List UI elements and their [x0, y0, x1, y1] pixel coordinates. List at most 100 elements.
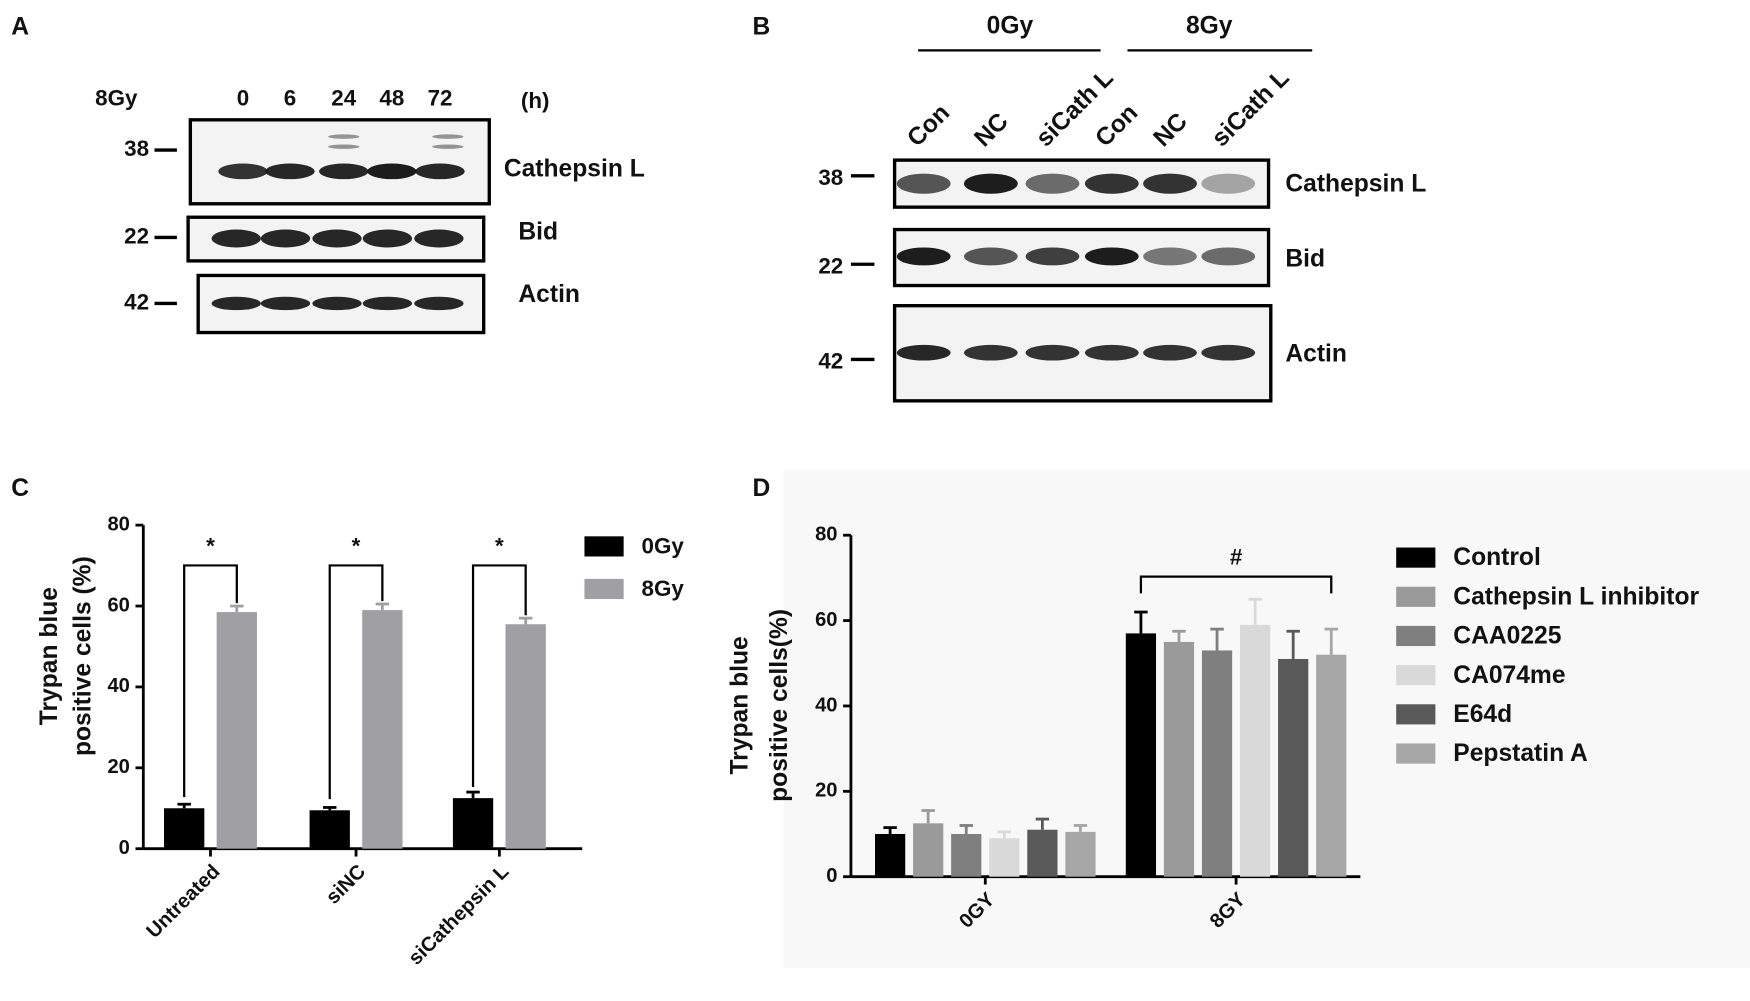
bar	[1163, 641, 1195, 877]
bar	[951, 834, 982, 877]
faint-band	[328, 144, 360, 149]
error-bar	[323, 806, 337, 811]
y-tick-label: 0	[826, 865, 837, 887]
error-bar	[1286, 629, 1300, 659]
legend-swatch	[584, 536, 624, 557]
y-tick-label: 20	[107, 756, 129, 778]
label: C	[11, 475, 29, 502]
legend-swatch	[584, 578, 624, 600]
label: NC	[1149, 108, 1193, 152]
label: (h)	[521, 88, 550, 113]
band	[414, 296, 464, 311]
band	[415, 163, 465, 180]
band	[211, 296, 261, 311]
error-bar	[466, 790, 480, 799]
band	[1143, 247, 1197, 266]
y-axis-label: Trypan blue	[36, 587, 63, 725]
legend-swatch	[1396, 704, 1436, 725]
error-bar	[1134, 610, 1148, 634]
label: 24	[331, 86, 356, 111]
error-bar	[1324, 627, 1338, 655]
bar	[164, 808, 205, 849]
label: 22	[124, 223, 149, 248]
y-axis-label: Trypan blue	[727, 636, 754, 774]
bar	[1278, 658, 1309, 877]
legend-label: E64d	[1453, 701, 1512, 728]
bar	[875, 834, 906, 877]
y-tick-label: 0	[119, 837, 130, 859]
error-bar	[177, 802, 191, 809]
band	[1084, 173, 1139, 194]
annotation: *	[352, 533, 361, 558]
error-bar	[1035, 817, 1050, 830]
label: 38	[124, 136, 149, 161]
band	[964, 344, 1018, 361]
band	[218, 163, 268, 180]
bar	[1316, 654, 1347, 877]
label: Cathepsin L	[504, 156, 645, 183]
bar	[1065, 831, 1096, 877]
faint-band	[328, 134, 360, 139]
label: D	[752, 475, 770, 502]
annotation: *	[206, 533, 215, 558]
band	[1025, 344, 1080, 361]
bar	[1201, 650, 1233, 877]
error-bar	[997, 830, 1012, 839]
label: 8Gy	[95, 86, 138, 111]
x-tick-label: Untreated	[142, 861, 224, 943]
y-tick-label: 60	[107, 594, 129, 616]
label: Bid	[1285, 245, 1325, 272]
label: 38	[818, 165, 843, 190]
band	[1201, 344, 1256, 361]
label: Con	[1090, 99, 1143, 152]
significance-bracket	[471, 564, 527, 787]
band	[265, 163, 315, 180]
label: 72	[428, 86, 453, 111]
legend-swatch	[1396, 625, 1436, 647]
legend-label: Pepstatin A	[1453, 740, 1588, 767]
legend-swatch	[1396, 547, 1436, 568]
error-bar	[518, 616, 533, 625]
label: Bid	[518, 218, 558, 245]
band	[414, 229, 464, 248]
legend-swatch	[1396, 665, 1436, 686]
label: 48	[379, 86, 404, 111]
legend-label: Cathepsin L inhibitor	[1453, 583, 1699, 610]
legend-label: CAA0225	[1453, 623, 1561, 650]
label: NC	[969, 108, 1013, 152]
band	[1201, 173, 1256, 194]
band	[362, 229, 413, 248]
label: Cathepsin L	[1285, 170, 1426, 197]
label: siCath L	[1207, 64, 1295, 152]
band	[964, 247, 1018, 266]
band	[1025, 173, 1080, 194]
legend-label: CA074me	[1453, 662, 1565, 689]
legend-swatch	[1396, 743, 1436, 764]
error-bar	[1248, 597, 1262, 625]
band	[964, 173, 1018, 194]
y-tick-label: 60	[815, 609, 837, 631]
significance-bracket	[183, 564, 238, 798]
error-bar	[921, 809, 935, 824]
band	[312, 296, 362, 311]
bar	[362, 610, 403, 849]
band	[1025, 247, 1080, 266]
label: 0Gy	[987, 12, 1034, 39]
band	[260, 229, 311, 248]
error-bar	[375, 602, 390, 611]
bar	[913, 823, 944, 877]
error-bar	[1172, 629, 1186, 642]
error-bar	[230, 604, 244, 613]
label: 42	[818, 349, 843, 374]
y-tick-label: 80	[107, 513, 129, 535]
band	[896, 173, 951, 194]
faint-band	[432, 144, 464, 149]
legend-swatch	[1396, 586, 1436, 607]
bar	[309, 810, 350, 849]
significance-bracket	[1139, 575, 1333, 594]
bar	[452, 798, 494, 849]
y-axis-label: positive cells(%)	[766, 609, 793, 802]
bar	[1240, 624, 1271, 877]
error-bar	[883, 826, 897, 835]
